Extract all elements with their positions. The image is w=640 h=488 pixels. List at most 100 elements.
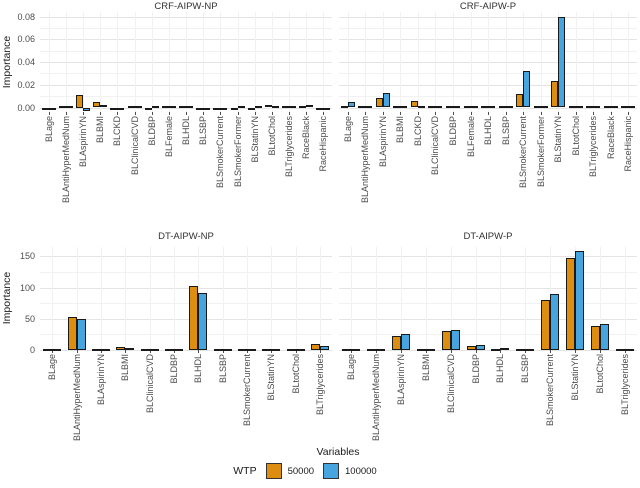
x-tick-label-blbmi: BLBMI	[395, 116, 406, 144]
x-tick-mark	[351, 350, 353, 353]
x-tick-mark	[271, 112, 273, 115]
x-tick-label-racehispanic: RaceHispanic	[623, 116, 634, 172]
bar-dt-aipw-p-blstatinyn-wtp100000	[574, 251, 584, 350]
gridline-vertical	[425, 247, 427, 350]
x-tick-mark	[475, 350, 477, 353]
gridline-vertical	[134, 12, 136, 112]
bar-dt-aipw-p-blsbp-wtp50000	[516, 348, 526, 351]
x-tick-label-blage: BLage	[43, 116, 54, 143]
bar-dt-aipw-p-bltriglycerides-wtp50000	[615, 348, 625, 351]
facet-title-crf-aipw-np: CRF-AIPW-NP	[154, 1, 218, 12]
bar-dt-aipw-np-bltotchol-wtp100000	[295, 348, 305, 351]
bar-crf-aipw-np-blhdl-wtp100000	[186, 106, 193, 108]
bar-dt-aipw-np-blstatinyn-wtp50000	[262, 348, 272, 351]
bar-crf-aipw-p-racehispanic-wtp100000	[628, 106, 636, 108]
bar-dt-aipw-p-blclinicalcvd-wtp50000	[441, 331, 451, 350]
x-tick-mark	[470, 112, 472, 115]
x-tick-label-racehispanic: RaceHispanic	[318, 116, 329, 172]
x-tick-mark	[220, 112, 222, 115]
bar-dt-aipw-np-blhdl-wtp100000	[198, 292, 208, 350]
gridline-vertical	[575, 12, 577, 112]
x-tick-label-bldbp: BLDBP	[146, 116, 157, 146]
gridline-vertical	[65, 12, 67, 112]
x-tick-mark	[254, 112, 256, 115]
x-tick-label-blaspirinyn: BLAspirinYN	[77, 116, 88, 168]
bar-dt-aipw-p-blclinicalcvd-wtp100000	[450, 330, 460, 350]
x-tick-label-blclinicalcvd: BLClinicalCVD	[144, 354, 155, 414]
bar-dt-aipw-np-blclinicalcvd-wtp100000	[149, 348, 159, 351]
gridline-minor	[40, 303, 332, 305]
x-tick-mark	[550, 350, 552, 353]
x-tick-mark	[610, 112, 612, 115]
x-tick-label-blsmokercurrent: BLSmokerCurrent	[545, 354, 556, 427]
x-tick-mark	[523, 112, 525, 115]
x-tick-mark	[48, 112, 50, 115]
x-tick-mark	[306, 112, 308, 115]
gridline-vertical	[289, 12, 291, 112]
x-tick-label-bltriglycerides: BLTriglycerides	[619, 354, 630, 416]
legend-swatch-orange	[265, 463, 282, 479]
bar-crf-aipw-p-raceblack-wtp100000	[610, 106, 618, 108]
y-tick-label: 0	[29, 345, 35, 355]
x-tick-mark	[82, 112, 84, 115]
bar-crf-aipw-np-blckd-wtp50000	[110, 107, 118, 110]
x-tick-mark	[624, 350, 626, 353]
x-tick-mark	[149, 350, 151, 353]
x-tick-label-blckd: BLCKD	[412, 116, 423, 147]
bar-crf-aipw-p-blantihypermednum-wtp50000	[358, 106, 366, 108]
bar-crf-aipw-p-blsbp-wtp100000	[505, 106, 513, 108]
bar-crf-aipw-p-blsbp-wtp50000	[498, 106, 506, 108]
gridline-major	[339, 256, 637, 258]
bar-crf-aipw-p-bldbp-wtp100000	[452, 106, 460, 108]
x-tick-label-blbmi: BLBMI	[95, 116, 106, 144]
gridline-vertical	[319, 247, 321, 350]
gridline-vertical	[295, 247, 297, 350]
bar-dt-aipw-np-blsmokercurrent-wtp100000	[246, 348, 256, 351]
bar-crf-aipw-p-blantihypermednum-wtp100000	[365, 106, 373, 108]
bar-crf-aipw-p-blbmi-wtp100000	[400, 106, 408, 108]
bar-crf-aipw-np-raceblack-wtp50000	[299, 106, 307, 108]
x-tick-label-blage: BLage	[346, 354, 357, 381]
bar-crf-aipw-np-bldbp-wtp50000	[144, 107, 152, 110]
bar-crf-aipw-np-blbmi-wtp100000	[100, 105, 108, 108]
x-tick-mark	[599, 350, 601, 353]
bar-crf-aipw-np-blstatinyn-wtp100000	[254, 106, 262, 108]
bar-dt-aipw-np-bldbp-wtp50000	[164, 348, 174, 351]
bar-crf-aipw-np-bldbp-wtp100000	[151, 106, 159, 108]
y-tick-label: 0.06	[17, 34, 35, 45]
bar-dt-aipw-np-blage-wtp50000	[43, 348, 53, 351]
x-tick-mark	[593, 112, 595, 115]
facet-title-dt-aipw-p: DT-AIPW-P	[463, 231, 513, 242]
gridline-vertical	[220, 12, 222, 112]
x-tick-mark	[100, 112, 102, 115]
bar-crf-aipw-p-blfemale-wtp50000	[463, 106, 471, 108]
bar-crf-aipw-p-blbmi-wtp50000	[393, 106, 401, 108]
bar-dt-aipw-np-blbmi-wtp100000	[125, 347, 135, 350]
bar-crf-aipw-p-blsmokercurrent-wtp50000	[516, 93, 524, 108]
x-tick-mark	[575, 112, 577, 115]
bar-crf-aipw-p-bltriglycerides-wtp100000	[593, 106, 601, 108]
x-tick-label-bltotchol: BLtotChol	[570, 116, 581, 156]
gridline-vertical	[168, 12, 170, 112]
x-tick-mark	[574, 350, 576, 353]
bar-crf-aipw-np-blckd-wtp100000	[117, 107, 125, 110]
bar-dt-aipw-np-bltotchol-wtp50000	[286, 348, 296, 351]
bar-crf-aipw-p-blsmokercurrent-wtp100000	[523, 71, 531, 108]
bar-crf-aipw-p-blstatinyn-wtp100000	[558, 16, 566, 108]
bar-crf-aipw-p-blhdl-wtp100000	[488, 106, 495, 108]
gridline-vertical	[500, 247, 502, 350]
gridline-vertical	[173, 247, 175, 350]
x-tick-label-blage: BLage	[342, 116, 353, 143]
bar-dt-aipw-np-blbmi-wtp50000	[116, 346, 126, 350]
gridline-vertical	[347, 12, 349, 112]
x-tick-label-blhdl: BLHDL	[193, 354, 204, 384]
gridline-vertical	[628, 12, 630, 112]
bar-crf-aipw-np-bltotchol-wtp100000	[271, 106, 279, 108]
facet-title-dt-aipw-np: DT-AIPW-NP	[158, 231, 214, 242]
x-tick-mark	[198, 350, 200, 353]
x-tick-label-blantihypermednum: BLAntiHyperMedNum	[360, 116, 371, 204]
x-tick-mark	[65, 112, 67, 115]
bar-crf-aipw-np-blclinicalcvd-wtp100000	[134, 106, 142, 108]
gridline-vertical	[52, 247, 54, 350]
bar-crf-aipw-p-blfemale-wtp100000	[470, 106, 478, 108]
